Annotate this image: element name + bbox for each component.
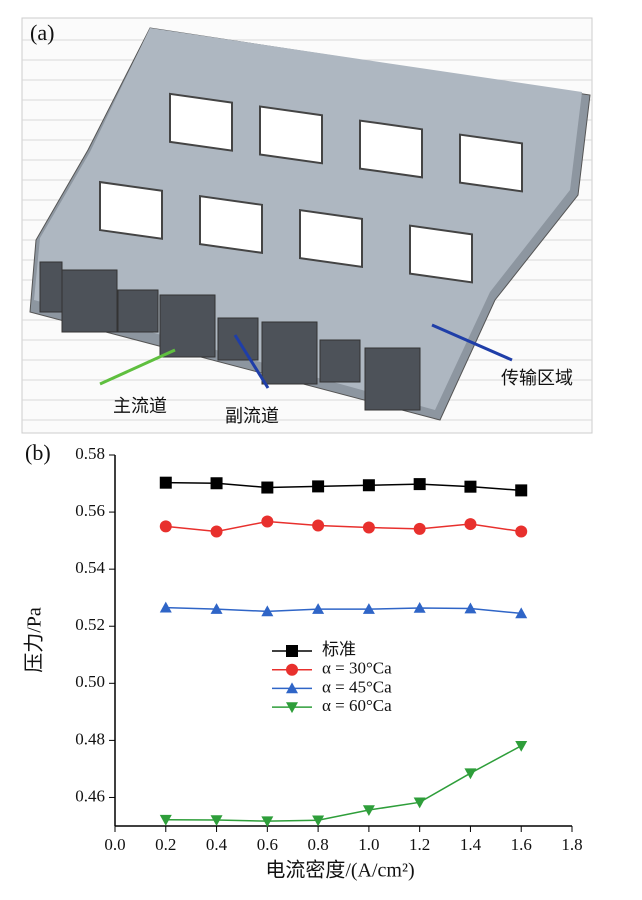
- x-tick-label: 1.8: [561, 835, 582, 854]
- marker: [362, 603, 375, 614]
- y-tick-label: 0.58: [75, 444, 105, 463]
- marker: [362, 521, 375, 534]
- marker: [413, 478, 426, 491]
- marker: [159, 476, 172, 489]
- panel-b: (b) 电流密度/(A/cm²) 压力/Pa 0.46 0.48 0.50 0.52 0…: [23, 440, 583, 882]
- y-tick-label: 0.54: [75, 558, 105, 577]
- marker: [362, 805, 375, 817]
- series-line: [165, 606, 522, 615]
- series-line: [165, 481, 522, 492]
- x-tick-label: 1.2: [409, 835, 430, 854]
- panel-label: (a): [30, 20, 54, 45]
- annotation-line: [431, 323, 513, 362]
- marker: [312, 815, 325, 827]
- y-tick-label: 0.46: [75, 786, 105, 805]
- marker: [515, 741, 528, 752]
- marker: [312, 603, 325, 614]
- marker: [515, 607, 528, 619]
- y-tick-label: 0.50: [75, 672, 105, 691]
- x-tick-label: 0.0: [104, 835, 125, 854]
- legend-label: α = 60°Ca: [322, 696, 392, 715]
- marker: [464, 518, 477, 531]
- legend-marker: [286, 682, 298, 694]
- legend-label: α = 30°Ca: [322, 659, 392, 678]
- annotation: 传输区域: [501, 368, 573, 388]
- marker: [210, 525, 223, 538]
- marker: [413, 601, 426, 613]
- marker: [210, 477, 223, 490]
- holes: [99, 92, 523, 284]
- marker: [159, 601, 172, 613]
- y-axis-title: 压力/Pa: [23, 607, 46, 673]
- annotation-line: [99, 348, 176, 386]
- legend-marker: [286, 702, 298, 714]
- marker: [210, 815, 223, 827]
- marker: [515, 484, 528, 497]
- x-tick-label: 0.4: [206, 835, 228, 854]
- legend-marker: [286, 663, 298, 676]
- annotation: 副流道: [225, 406, 279, 426]
- marker: [210, 603, 223, 614]
- series-line: [165, 745, 522, 822]
- x-tick-label: 0.8: [307, 835, 328, 854]
- x-tick-label: 0.2: [155, 835, 176, 854]
- series-line: [165, 520, 522, 533]
- x-tick-label: 1.4: [460, 835, 482, 854]
- x-tick-label: 1.0: [358, 835, 379, 854]
- marker: [515, 525, 528, 538]
- annotation-line: [233, 334, 270, 389]
- marker: [261, 605, 274, 617]
- marker: [362, 479, 375, 492]
- legend-label: 标准: [322, 640, 356, 659]
- marker: [312, 480, 325, 493]
- panel-a: (a) 主流道 副流道 传输区域: [21, 17, 593, 434]
- marker: [159, 814, 172, 826]
- annotation: 主流道: [113, 396, 167, 416]
- marker: [261, 816, 274, 828]
- marker: [413, 797, 426, 809]
- y-tick-label: 0.48: [75, 729, 105, 748]
- legend-marker: [286, 645, 298, 657]
- x-tick-label: 1.6: [511, 835, 532, 854]
- y-tick-label: 0.56: [75, 501, 105, 520]
- marker: [464, 768, 477, 780]
- panel-label: (b): [25, 440, 51, 465]
- marker: [464, 480, 477, 493]
- marker: [159, 520, 172, 533]
- x-axis-title: 电流密度/(A/cm²): [265, 859, 414, 882]
- marker: [261, 515, 274, 528]
- marker: [464, 602, 477, 614]
- x-tick-label: 0.6: [257, 835, 278, 854]
- y-tick-label: 0.52: [75, 615, 105, 634]
- marker: [261, 481, 274, 494]
- marker: [312, 519, 325, 532]
- legend-label: α = 45°Ca: [322, 677, 392, 696]
- marker: [413, 522, 426, 535]
